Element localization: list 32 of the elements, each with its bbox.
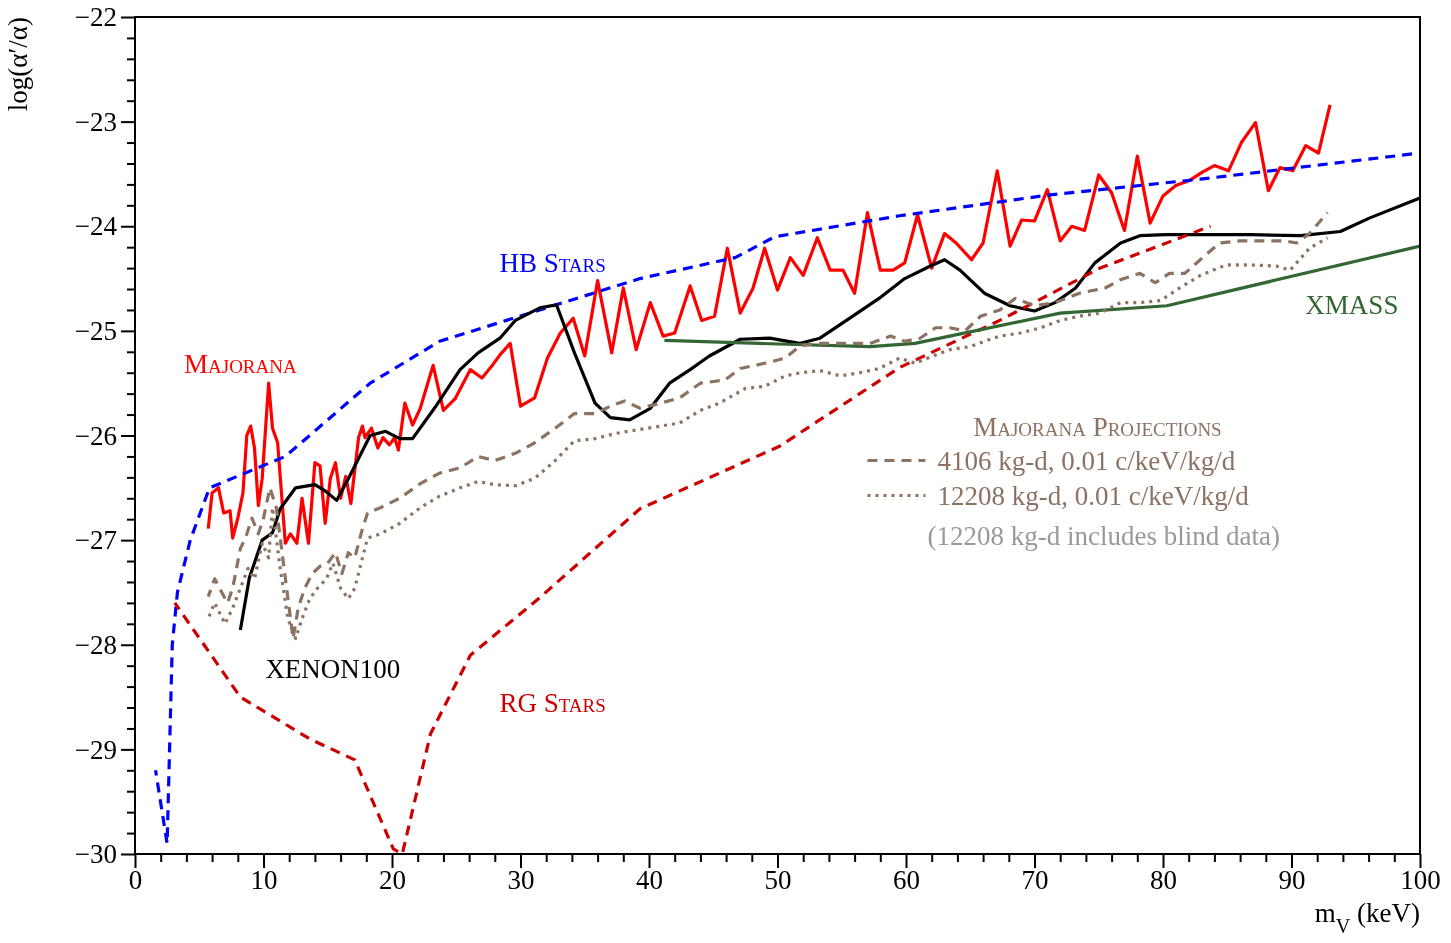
y-tick-label: −23 — [74, 106, 117, 137]
x-tick-label: 60 — [893, 865, 920, 896]
x-tick-label: 0 — [128, 865, 143, 896]
line-series — [662, 244, 1422, 349]
y-tick-label: −24 — [74, 211, 118, 242]
x-tick-label: 10 — [250, 865, 278, 896]
y-tick-label: −29 — [74, 734, 117, 765]
x-tick-label: 70 — [1021, 865, 1049, 896]
y-axis-title: log(α′/α) — [3, 17, 33, 112]
x-tick-label: 100 — [1400, 865, 1441, 896]
legend-label: 4106 kg-d, 0.01 c/keV/kg/d — [937, 445, 1236, 476]
series-label: XMASS — [1305, 290, 1399, 321]
series-label: Majorana — [184, 348, 297, 379]
legend-label: 12208 kg-d, 0.01 c/keV/kg/d — [937, 480, 1250, 511]
x-tick-label: 80 — [1150, 865, 1177, 896]
x-axis-title: m$_{V}$ (keV) — [1314, 898, 1420, 937]
x-tick-label: 20 — [379, 865, 406, 896]
y-tick-label: −26 — [74, 420, 117, 451]
series-label: RG Stars — [499, 687, 606, 718]
annotation: (12208 kg-d includes blind data) — [927, 520, 1280, 551]
y-tick-label: −25 — [74, 316, 117, 347]
y-tick-label: −22 — [74, 2, 117, 33]
y-tick-label: −30 — [74, 839, 117, 870]
x-tick-label: 50 — [764, 865, 792, 896]
series-label: HB Stars — [499, 248, 606, 279]
x-tick-label: 90 — [1278, 865, 1306, 896]
x-tick-label: 40 — [636, 865, 663, 896]
series-label: XENON100 — [265, 654, 401, 685]
y-tick-label: −27 — [74, 525, 117, 556]
y-tick-label: −28 — [74, 629, 117, 660]
legend-title: Majorana Projections — [973, 411, 1222, 442]
x-tick-label: 30 — [507, 865, 535, 896]
